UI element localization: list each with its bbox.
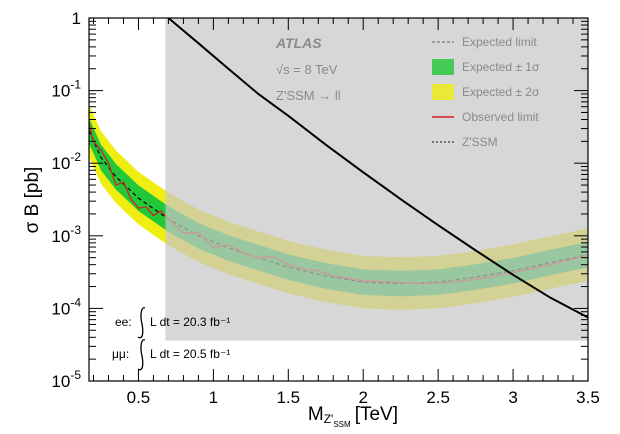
lumi-mumu-text: L dt = 20.5 fb⁻¹ — [150, 347, 230, 361]
x-tick-label: 0.5 — [127, 388, 151, 407]
integral-ee — [137, 307, 146, 339]
integral-mumu — [137, 339, 146, 371]
y-tick-label: 10-5 — [51, 368, 81, 391]
x-tick-label: 1.5 — [276, 388, 300, 407]
y-tick-label: 10-2 — [51, 150, 81, 173]
legend-label: Expected ± 2σ — [462, 85, 540, 99]
atlas-label: ATLAS — [275, 35, 322, 51]
y-tick-label: 10-3 — [51, 223, 81, 246]
y-tick-label: 10-1 — [51, 78, 81, 101]
lumi-mumu-prefix: μμ: — [112, 347, 129, 361]
y-tick-label: 10-4 — [51, 295, 81, 318]
x-tick-label: 2 — [358, 388, 367, 407]
axes: 0.5 1 1.5 2 2.5 3 3.5 10-5 10-4 10-3 10-2 10-1 1 — [51, 9, 599, 407]
process-label: Z'SSM → ll — [276, 88, 341, 103]
energy-label: √s = 8 TeV — [276, 62, 338, 77]
x-tick-label: 3 — [508, 388, 517, 407]
plot-frame — [88, 17, 589, 382]
x-axis-title: MZ'SSM [TeV] — [308, 404, 398, 429]
grey-overlay — [165, 18, 589, 341]
legend-label: Expected ± 1σ — [462, 60, 540, 74]
y-tick-label: 1 — [72, 9, 81, 28]
y-axis-title: σ B [pb] — [22, 167, 43, 234]
annotations: MZ'SSM [TeV] σ B [pb] ATLAS √s = 8 TeV Z'SSM … — [22, 35, 540, 429]
legend-label: Z'SSM — [462, 135, 498, 149]
overlay-rect — [165, 18, 589, 341]
x-tick-label: 1 — [209, 388, 218, 407]
legend-label: Expected limit — [462, 35, 537, 49]
legend-swatch-1sigma — [432, 59, 454, 75]
x-tick-label: 3.5 — [576, 388, 600, 407]
legend-swatch-2sigma — [432, 84, 454, 100]
lumi-ee-text: L dt = 20.3 fb⁻¹ — [150, 315, 230, 329]
zssm-theory-line — [167, 18, 588, 319]
x-tick-label: 2.5 — [426, 388, 450, 407]
lumi-ee-prefix: ee: — [115, 315, 132, 329]
legend-label: Observed limit — [462, 110, 539, 124]
